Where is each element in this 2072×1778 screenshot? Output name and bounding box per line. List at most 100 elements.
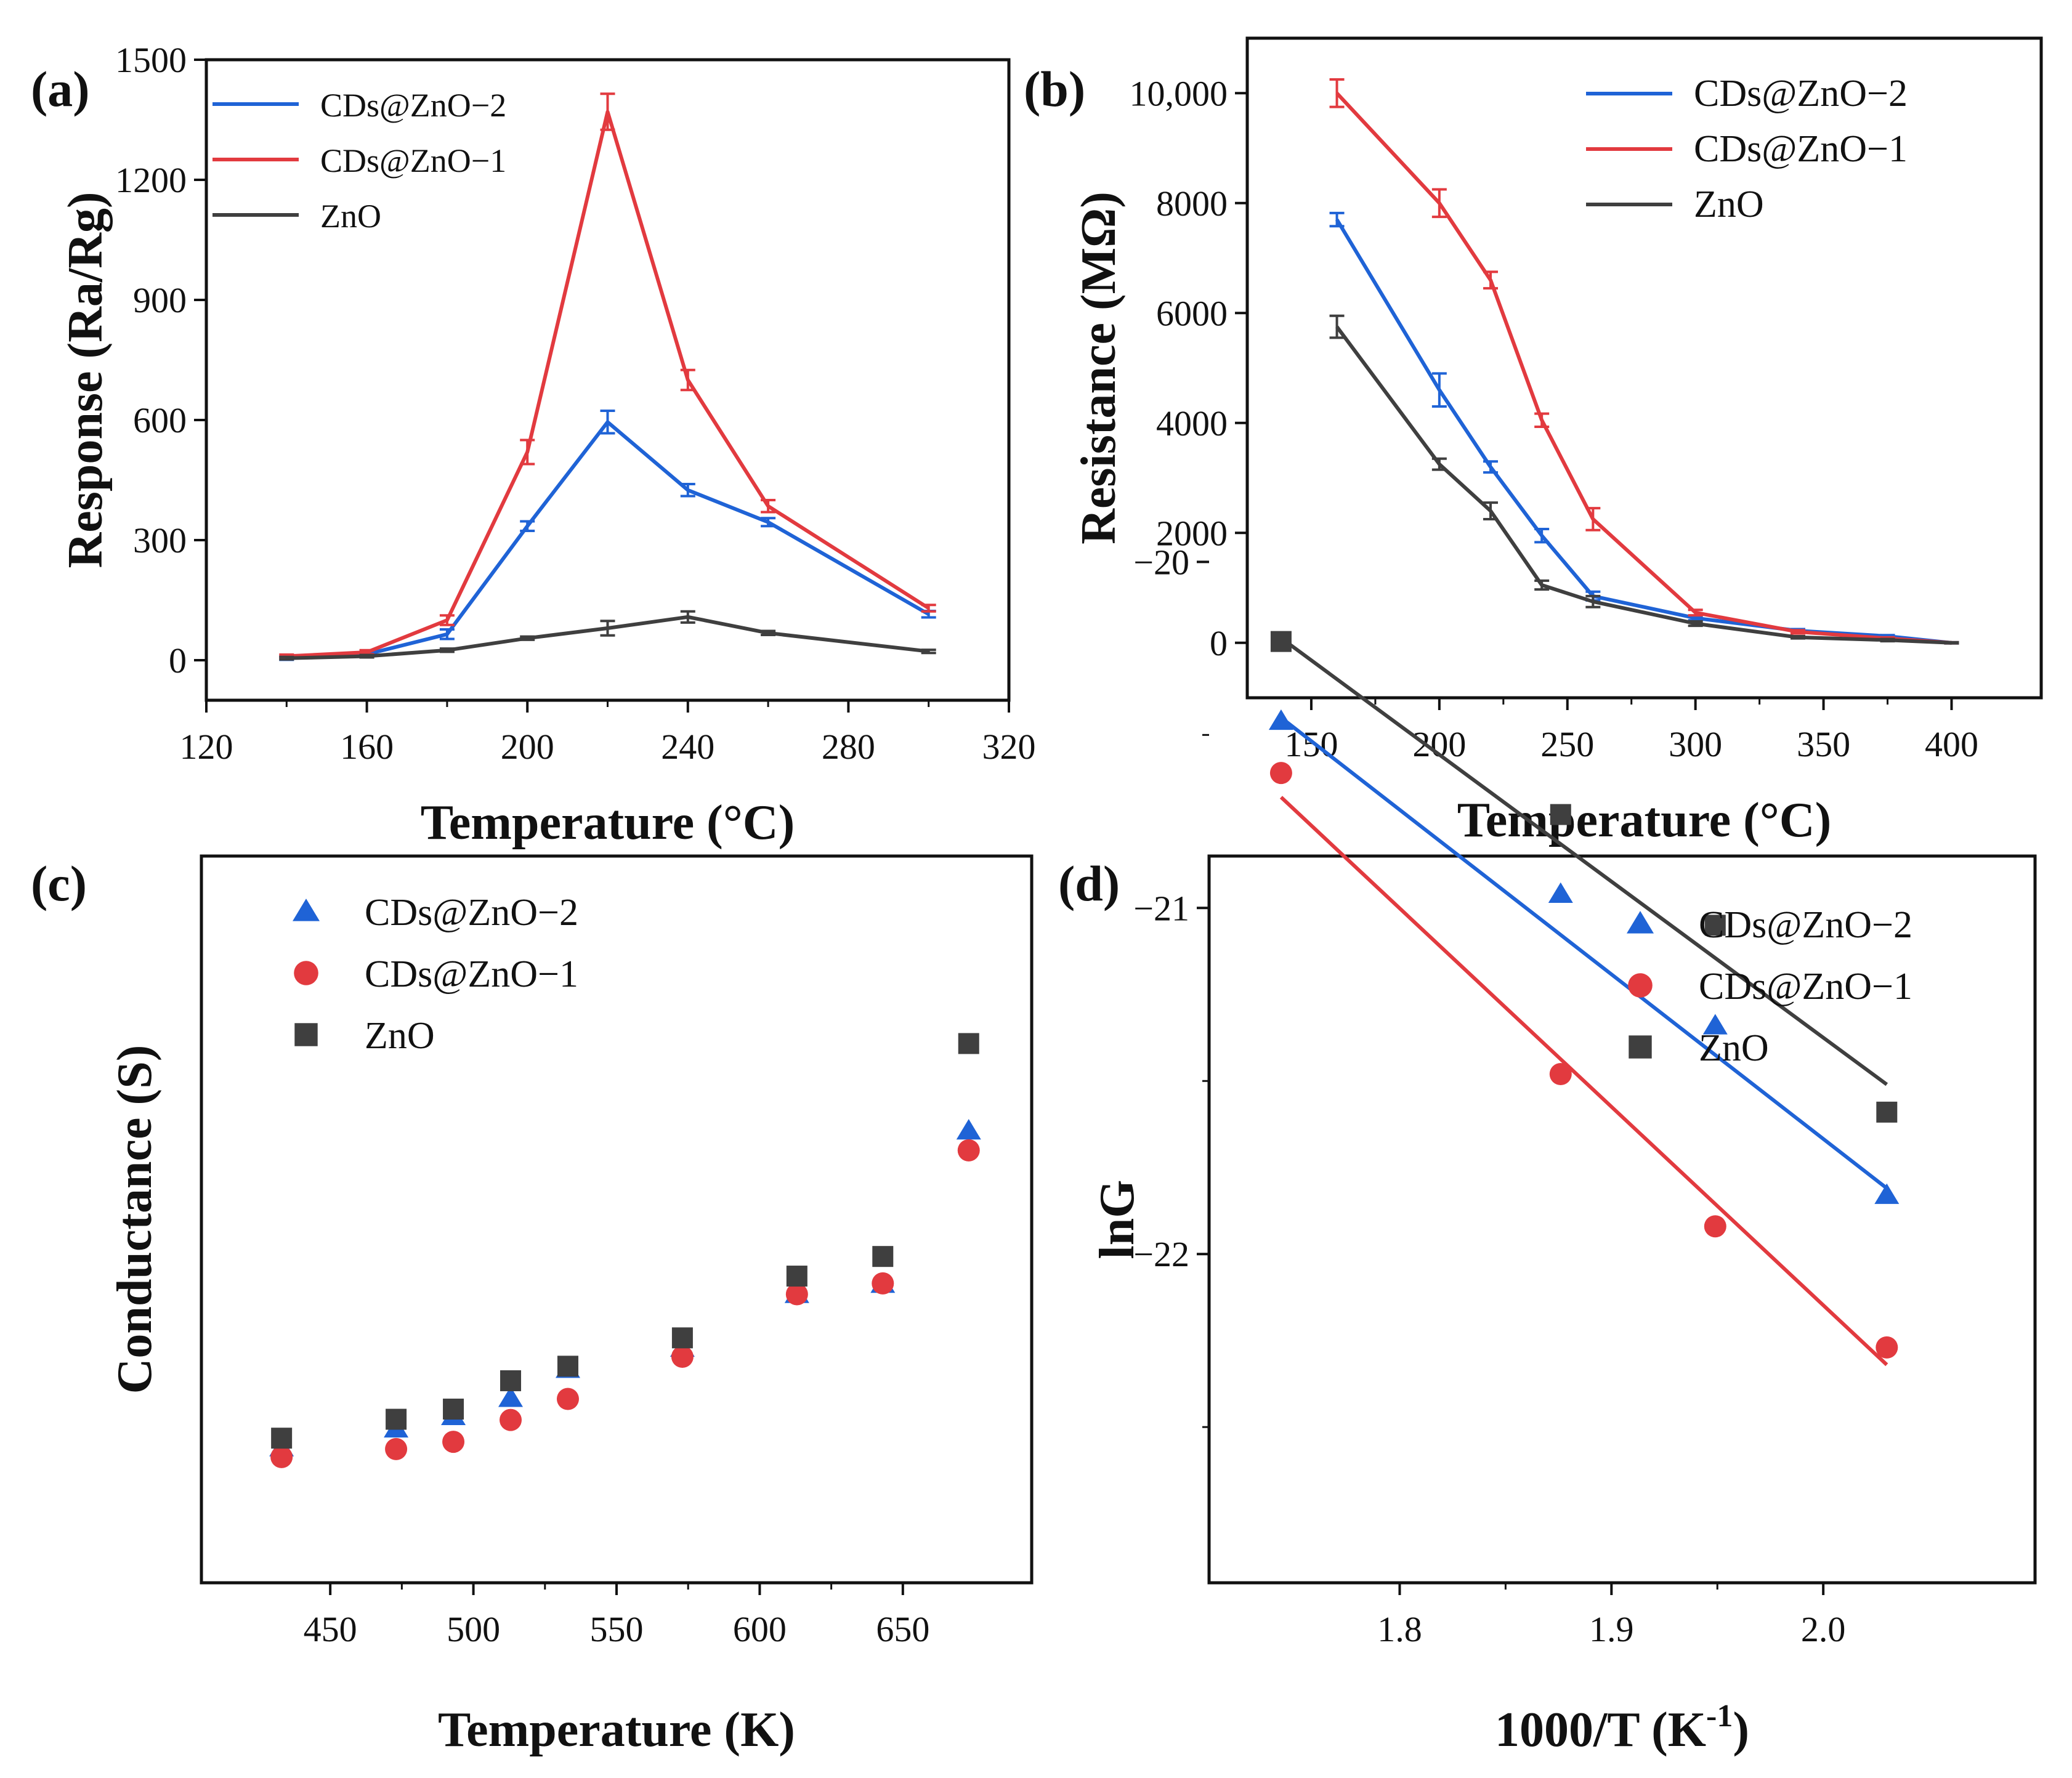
plot-frame	[1245, 36, 2043, 700]
x-tick-label: 450	[304, 1609, 357, 1649]
fit-line	[1280, 716, 1888, 1190]
y-tick-label: 6000	[1156, 293, 1228, 333]
y-tick-label: 2000	[1156, 513, 1228, 553]
plot-frame	[1207, 854, 2037, 1585]
legend-marker	[1629, 1035, 1652, 1059]
y-tick-label: 4000	[1156, 403, 1228, 443]
x-tick-label: 550	[590, 1609, 644, 1649]
data-point	[786, 1266, 807, 1287]
x-tick-label: 250	[1540, 724, 1594, 764]
data-point	[1269, 762, 1292, 785]
data-point	[1874, 1183, 1900, 1204]
y-tick-label: −20	[1133, 542, 1189, 582]
chart-panel-1: 120 160 200 240 280 320 0 300 600 900 1200 1500 (a) T…	[31, 40, 1036, 850]
data-point	[498, 1386, 524, 1407]
y-tick-label: 10,000	[1130, 73, 1228, 113]
data-point	[957, 1139, 980, 1162]
x-tick-label: 2.0	[1801, 1609, 1846, 1649]
data-point	[671, 1346, 694, 1368]
x-tick-label: 150	[1284, 724, 1338, 764]
legend-label: CDs@ZnO−2	[320, 87, 506, 124]
data-point	[785, 1283, 808, 1306]
data-point	[557, 1356, 578, 1377]
series-CDs@ZnO−2	[1268, 709, 1900, 1204]
x-tick-label: 120	[180, 727, 233, 767]
x-tick-label: 200	[1412, 724, 1466, 764]
chart-panel-3: 450 500 550 600 650 (c) Temperature (K) Conduct…	[31, 854, 1034, 1757]
legend: CDs@ZnO−2 CDs@ZnO−1 ZnO	[212, 87, 506, 235]
legend-label: CDs@ZnO−2	[1699, 904, 1912, 946]
x-tick-label: 1.9	[1589, 1609, 1634, 1649]
y-tick-label: 900	[133, 280, 187, 320]
data-point	[271, 1428, 293, 1449]
data-point	[1704, 1215, 1726, 1238]
x-tick-label: 500	[447, 1609, 500, 1649]
data-point	[385, 1437, 408, 1460]
data-point	[1704, 915, 1726, 936]
legend-label: CDs@ZnO−1	[320, 142, 506, 179]
series-CDs@ZnO−2	[1329, 211, 1959, 645]
legend: CDs@ZnO−2 CDs@ZnO−1 ZnO	[1586, 73, 1908, 225]
y-tick-label: 0	[1210, 623, 1228, 663]
legend-label: CDs@ZnO−2	[365, 892, 578, 934]
series-line	[286, 110, 930, 658]
x-axis-title: Temperature (°C)	[1457, 793, 1831, 847]
legend-label: ZnO	[320, 198, 381, 235]
y-tick-label: −22	[1133, 1234, 1189, 1274]
y-tick-label: 1200	[115, 160, 187, 200]
legend-label: ZnO	[1694, 184, 1764, 225]
y-axis-title: Conductance (S)	[108, 1045, 162, 1394]
data-point	[872, 1246, 894, 1267]
x-axis-title: Temperature (K)	[438, 1703, 795, 1757]
y-tick-label: 8000	[1156, 184, 1228, 224]
x-tick-label: 160	[340, 727, 394, 767]
series-ZnO	[1270, 631, 1898, 1123]
y-tick-label: 1500	[115, 40, 187, 80]
series-line	[286, 420, 930, 660]
data-point	[872, 1272, 894, 1295]
chart-panel-2: 150 200 250 300 350 4000200040006000800010,00…	[1024, 36, 2043, 847]
x-tick-label: 240	[661, 727, 714, 767]
legend-label: CDs@ZnO−2	[1694, 73, 1908, 115]
data-point	[1876, 1101, 1898, 1123]
x-tick-label: 650	[876, 1609, 929, 1649]
data-point	[556, 1388, 579, 1410]
series-ZnO	[271, 1033, 979, 1449]
legend: CDs@ZnO−2 CDs@ZnO−1 ZnO	[293, 892, 578, 1057]
x-axis-title: Temperature (°C)	[421, 796, 795, 850]
legend-marker	[294, 1023, 318, 1046]
legend-marker	[294, 961, 318, 985]
data-point	[443, 1398, 464, 1420]
series-CDs@ZnO−1	[1269, 762, 1898, 1367]
data-point	[270, 1445, 293, 1468]
series-CDs@ZnO−1	[270, 1139, 980, 1468]
data-point	[1702, 1014, 1728, 1035]
x-tick-label: 350	[1797, 724, 1850, 764]
chart-panel-4: 1.8 1.9 2.0 −22 −21 −20 (d) 1000/T (K-1) lnG CDs@…	[1058, 542, 2037, 1757]
panel-label: (d)	[1058, 855, 1120, 911]
data-point	[1548, 882, 1573, 903]
data-point	[500, 1370, 522, 1391]
x-tick-label: 320	[982, 727, 1036, 767]
legend-marker	[1628, 973, 1653, 998]
x-tick-label: 600	[733, 1609, 787, 1649]
series-line	[1335, 92, 1952, 645]
data-point	[1270, 631, 1292, 652]
data-point	[1876, 1336, 1898, 1359]
panel-label: (b)	[1024, 61, 1085, 117]
data-point	[1549, 1063, 1572, 1085]
series-ZnO	[279, 610, 936, 661]
legend-label: ZnO	[1699, 1027, 1769, 1069]
y-tick-label: −21	[1133, 888, 1189, 928]
data-point	[500, 1408, 522, 1431]
plot-frame	[200, 854, 1034, 1585]
legend: CDs@ZnO−2 CDs@ZnO−1 ZnO	[1627, 904, 1912, 1069]
y-axis-title: Response (Ra/Rg)	[59, 192, 113, 568]
legend-marker	[1627, 911, 1654, 934]
data-point	[956, 1119, 981, 1140]
data-point	[1268, 709, 1293, 730]
y-axis-title: Resistance (MΩ)	[1072, 192, 1126, 544]
x-tick-label: 280	[822, 727, 875, 767]
legend-marker	[293, 899, 320, 921]
